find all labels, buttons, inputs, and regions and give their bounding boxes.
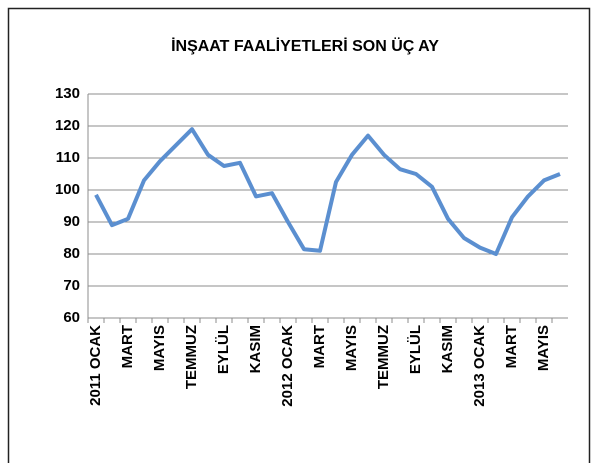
x-tick-label: KASIM [247,325,264,373]
x-tick-label: TEMMUZ [375,325,392,389]
x-tick-label: EYLÜL [215,325,232,374]
y-tick-label: 110 [56,149,80,166]
x-tick-label: 2011 OCAK [87,325,104,406]
x-tick-label: MAYIS [535,325,552,371]
y-tick-label: 120 [55,117,80,134]
x-tick-label: MAYIS [151,325,168,371]
y-tick-label: 70 [63,277,80,294]
y-tick-label: 80 [63,245,80,262]
x-tick-label: MART [119,325,136,368]
x-tick-label: MART [503,325,520,368]
x-tick-label: EYLÜL [407,325,424,374]
x-tick-label: KASIM [439,325,456,373]
y-tick-label: 100 [55,181,80,198]
x-tick-label: 2012 OCAK [279,325,296,407]
x-tick-label: MART [311,325,328,368]
data-line [94,127,561,256]
chart-frame [7,7,591,463]
y-tick-label: 130 [55,85,80,102]
chart-title: İNŞAAT FAALİYETLERİ SON ÜÇ AY [171,36,439,55]
x-tick-label: 2013 OCAK [471,325,488,407]
y-tick-label: 90 [63,213,80,230]
y-tick-label: 60 [63,309,80,326]
x-tick-label: MAYIS [343,325,360,371]
x-tick-label: TEMMUZ [183,325,200,389]
